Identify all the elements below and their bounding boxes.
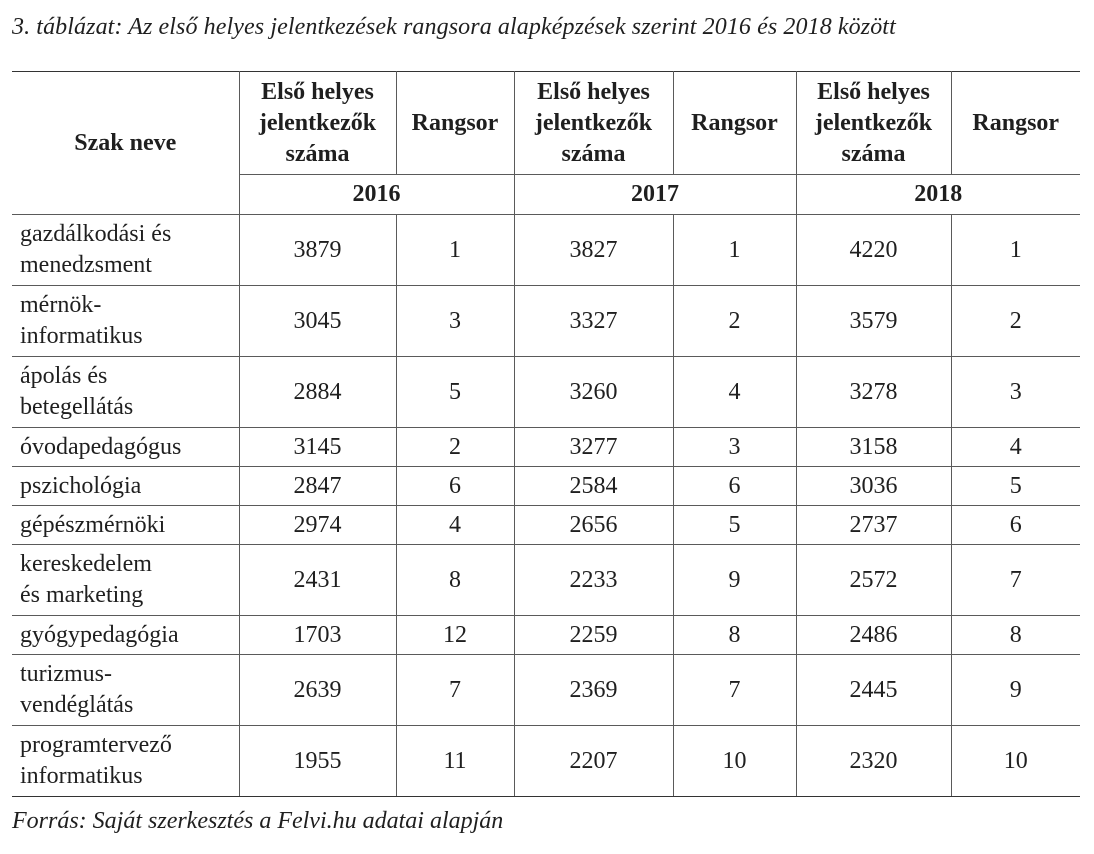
major-name-cell: turizmus-vendéglátás: [12, 654, 240, 726]
count-2017-cell: 3827: [513, 214, 674, 286]
count-2016-cell: 2974: [238, 505, 397, 545]
rank-2016-cell: 7: [395, 654, 515, 726]
count-2018-cell: 3158: [795, 427, 952, 467]
major-name-cell: gazdálkodási és menedzsment: [12, 214, 240, 286]
col-header-name: Szak neve: [12, 71, 240, 215]
table-row: gépészmérnöki 2974 4 2656 5 2737 6: [12, 505, 1080, 545]
count-2017-cell: 2207: [513, 725, 674, 797]
count-2017-cell: 2584: [513, 466, 674, 506]
rank-2018-cell: 5: [950, 466, 1080, 506]
count-2016-cell: 3879: [238, 214, 397, 286]
major-name-cell: mérnök-informatikus: [12, 285, 240, 357]
rank-2017-cell: 8: [672, 615, 797, 655]
count-2017-cell: 3260: [513, 356, 674, 428]
table-row: gyógypedagógia 1703 12 2259 8 2486 8: [12, 615, 1080, 655]
rank-2017-cell: 7: [672, 654, 797, 726]
count-2017-cell: 2233: [513, 544, 674, 616]
rank-2017-cell: 5: [672, 505, 797, 545]
count-2017-cell: 2369: [513, 654, 674, 726]
count-2016-cell: 2884: [238, 356, 397, 428]
rank-2016-cell: 3: [395, 285, 515, 357]
count-2017-cell: 3277: [513, 427, 674, 467]
rank-2016-cell: 4: [395, 505, 515, 545]
table-row: kereskedelem és marketing 2431 8 2233 9 2572 7: [12, 544, 1080, 616]
count-2017-cell: 3327: [513, 285, 674, 357]
major-name-cell: gyógypedagógia: [12, 615, 240, 655]
table-row: pszichológia 2847 6 2584 6 3036 5: [12, 466, 1080, 506]
rank-2017-cell: 6: [672, 466, 797, 506]
count-2018-cell: 2572: [795, 544, 952, 616]
count-2018-cell: 3579: [795, 285, 952, 357]
rank-2017-cell: 10: [672, 725, 797, 797]
rank-2016-cell: 12: [395, 615, 515, 655]
count-2018-cell: 3278: [795, 356, 952, 428]
rank-2017-cell: 1: [672, 214, 797, 286]
rank-2016-cell: 11: [395, 725, 515, 797]
count-2016-cell: 2639: [238, 654, 397, 726]
count-2016-cell: 3045: [238, 285, 397, 357]
rank-2017-cell: 9: [672, 544, 797, 616]
rank-2018-cell: 4: [950, 427, 1080, 467]
col-header-count-2017: Első helyes jelentkezők száma: [513, 71, 674, 175]
major-name-cell: gépészmérnöki: [12, 505, 240, 545]
count-2018-cell: 2320: [795, 725, 952, 797]
count-2017-cell: 2259: [513, 615, 674, 655]
count-2016-cell: 2847: [238, 466, 397, 506]
count-2018-cell: 4220: [795, 214, 952, 286]
count-2017-cell: 2656: [513, 505, 674, 545]
major-name-cell: óvodapedagógus: [12, 427, 240, 467]
major-name-cell: ápolás és betegellátás: [12, 356, 240, 428]
year-2016-header: 2016: [239, 174, 515, 215]
rank-2017-cell: 3: [672, 427, 797, 467]
col-header-count-2018: Első helyes jelentkezők száma: [795, 71, 952, 175]
year-header-row: 2016 2017 2018: [12, 174, 1080, 215]
rank-2016-cell: 8: [395, 544, 515, 616]
rank-2017-cell: 2: [672, 285, 797, 357]
col-header-count-2016: Első helyes jelentkezők száma: [238, 71, 397, 175]
rank-2018-cell: 8: [950, 615, 1080, 655]
rank-2018-cell: 3: [950, 356, 1080, 428]
major-name-cell: kereskedelem és marketing: [12, 544, 240, 616]
rank-2018-cell: 6: [950, 505, 1080, 545]
rank-2018-cell: 9: [950, 654, 1080, 726]
table-row: turizmus-vendéglátás 2639 7 2369 7 2445 9: [12, 654, 1080, 726]
rank-2016-cell: 2: [395, 427, 515, 467]
table-body: gazdálkodási és menedzsment 3879 1 3827 1 4220…: [12, 214, 1080, 797]
table-row: mérnök-informatikus 3045 3 3327 2 3579 2: [12, 285, 1080, 357]
count-2016-cell: 1955: [238, 725, 397, 797]
rank-2016-cell: 1: [395, 214, 515, 286]
major-name-cell: pszichológia: [12, 466, 240, 506]
count-2016-cell: 1703: [238, 615, 397, 655]
data-table: Szak neve Első helyes jelentkezők száma Ra…: [12, 71, 1080, 797]
col-header-rank-2017: Rangsor: [672, 71, 797, 175]
count-2018-cell: 3036: [795, 466, 952, 506]
count-2016-cell: 3145: [238, 427, 397, 467]
rank-2018-cell: 7: [950, 544, 1080, 616]
table-row: gazdálkodási és menedzsment 3879 1 3827 1 4220…: [12, 214, 1080, 286]
source-note: Forrás: Saját szerkesztés a Felvi.hu ada…: [12, 808, 504, 834]
major-name-cell: programtervező informatikus: [12, 725, 240, 797]
count-2018-cell: 2445: [795, 654, 952, 726]
rank-2016-cell: 5: [395, 356, 515, 428]
rank-2017-cell: 4: [672, 356, 797, 428]
count-2018-cell: 2737: [795, 505, 952, 545]
rank-2016-cell: 6: [395, 466, 515, 506]
year-2018-header: 2018: [795, 174, 1080, 215]
table-caption: 3. táblázat: Az első helyes jelentkezése…: [12, 14, 896, 40]
table-row: ápolás és betegellátás 2884 5 3260 4 3278 3: [12, 356, 1080, 428]
col-header-rank-2016: Rangsor: [395, 71, 515, 175]
rank-2018-cell: 2: [950, 285, 1080, 357]
table-row: programtervező informatikus 1955 11 2207 10 23…: [12, 725, 1080, 797]
table-row: óvodapedagógus 3145 2 3277 3 3158 4: [12, 427, 1080, 467]
count-2018-cell: 2486: [795, 615, 952, 655]
rank-2018-cell: 10: [950, 725, 1080, 797]
rank-2018-cell: 1: [950, 214, 1080, 286]
col-header-rank-2018: Rangsor: [950, 71, 1080, 175]
year-2017-header: 2017: [513, 174, 797, 215]
header-row: Szak neve Első helyes jelentkezők száma Ra…: [12, 71, 1080, 215]
count-2016-cell: 2431: [238, 544, 397, 616]
